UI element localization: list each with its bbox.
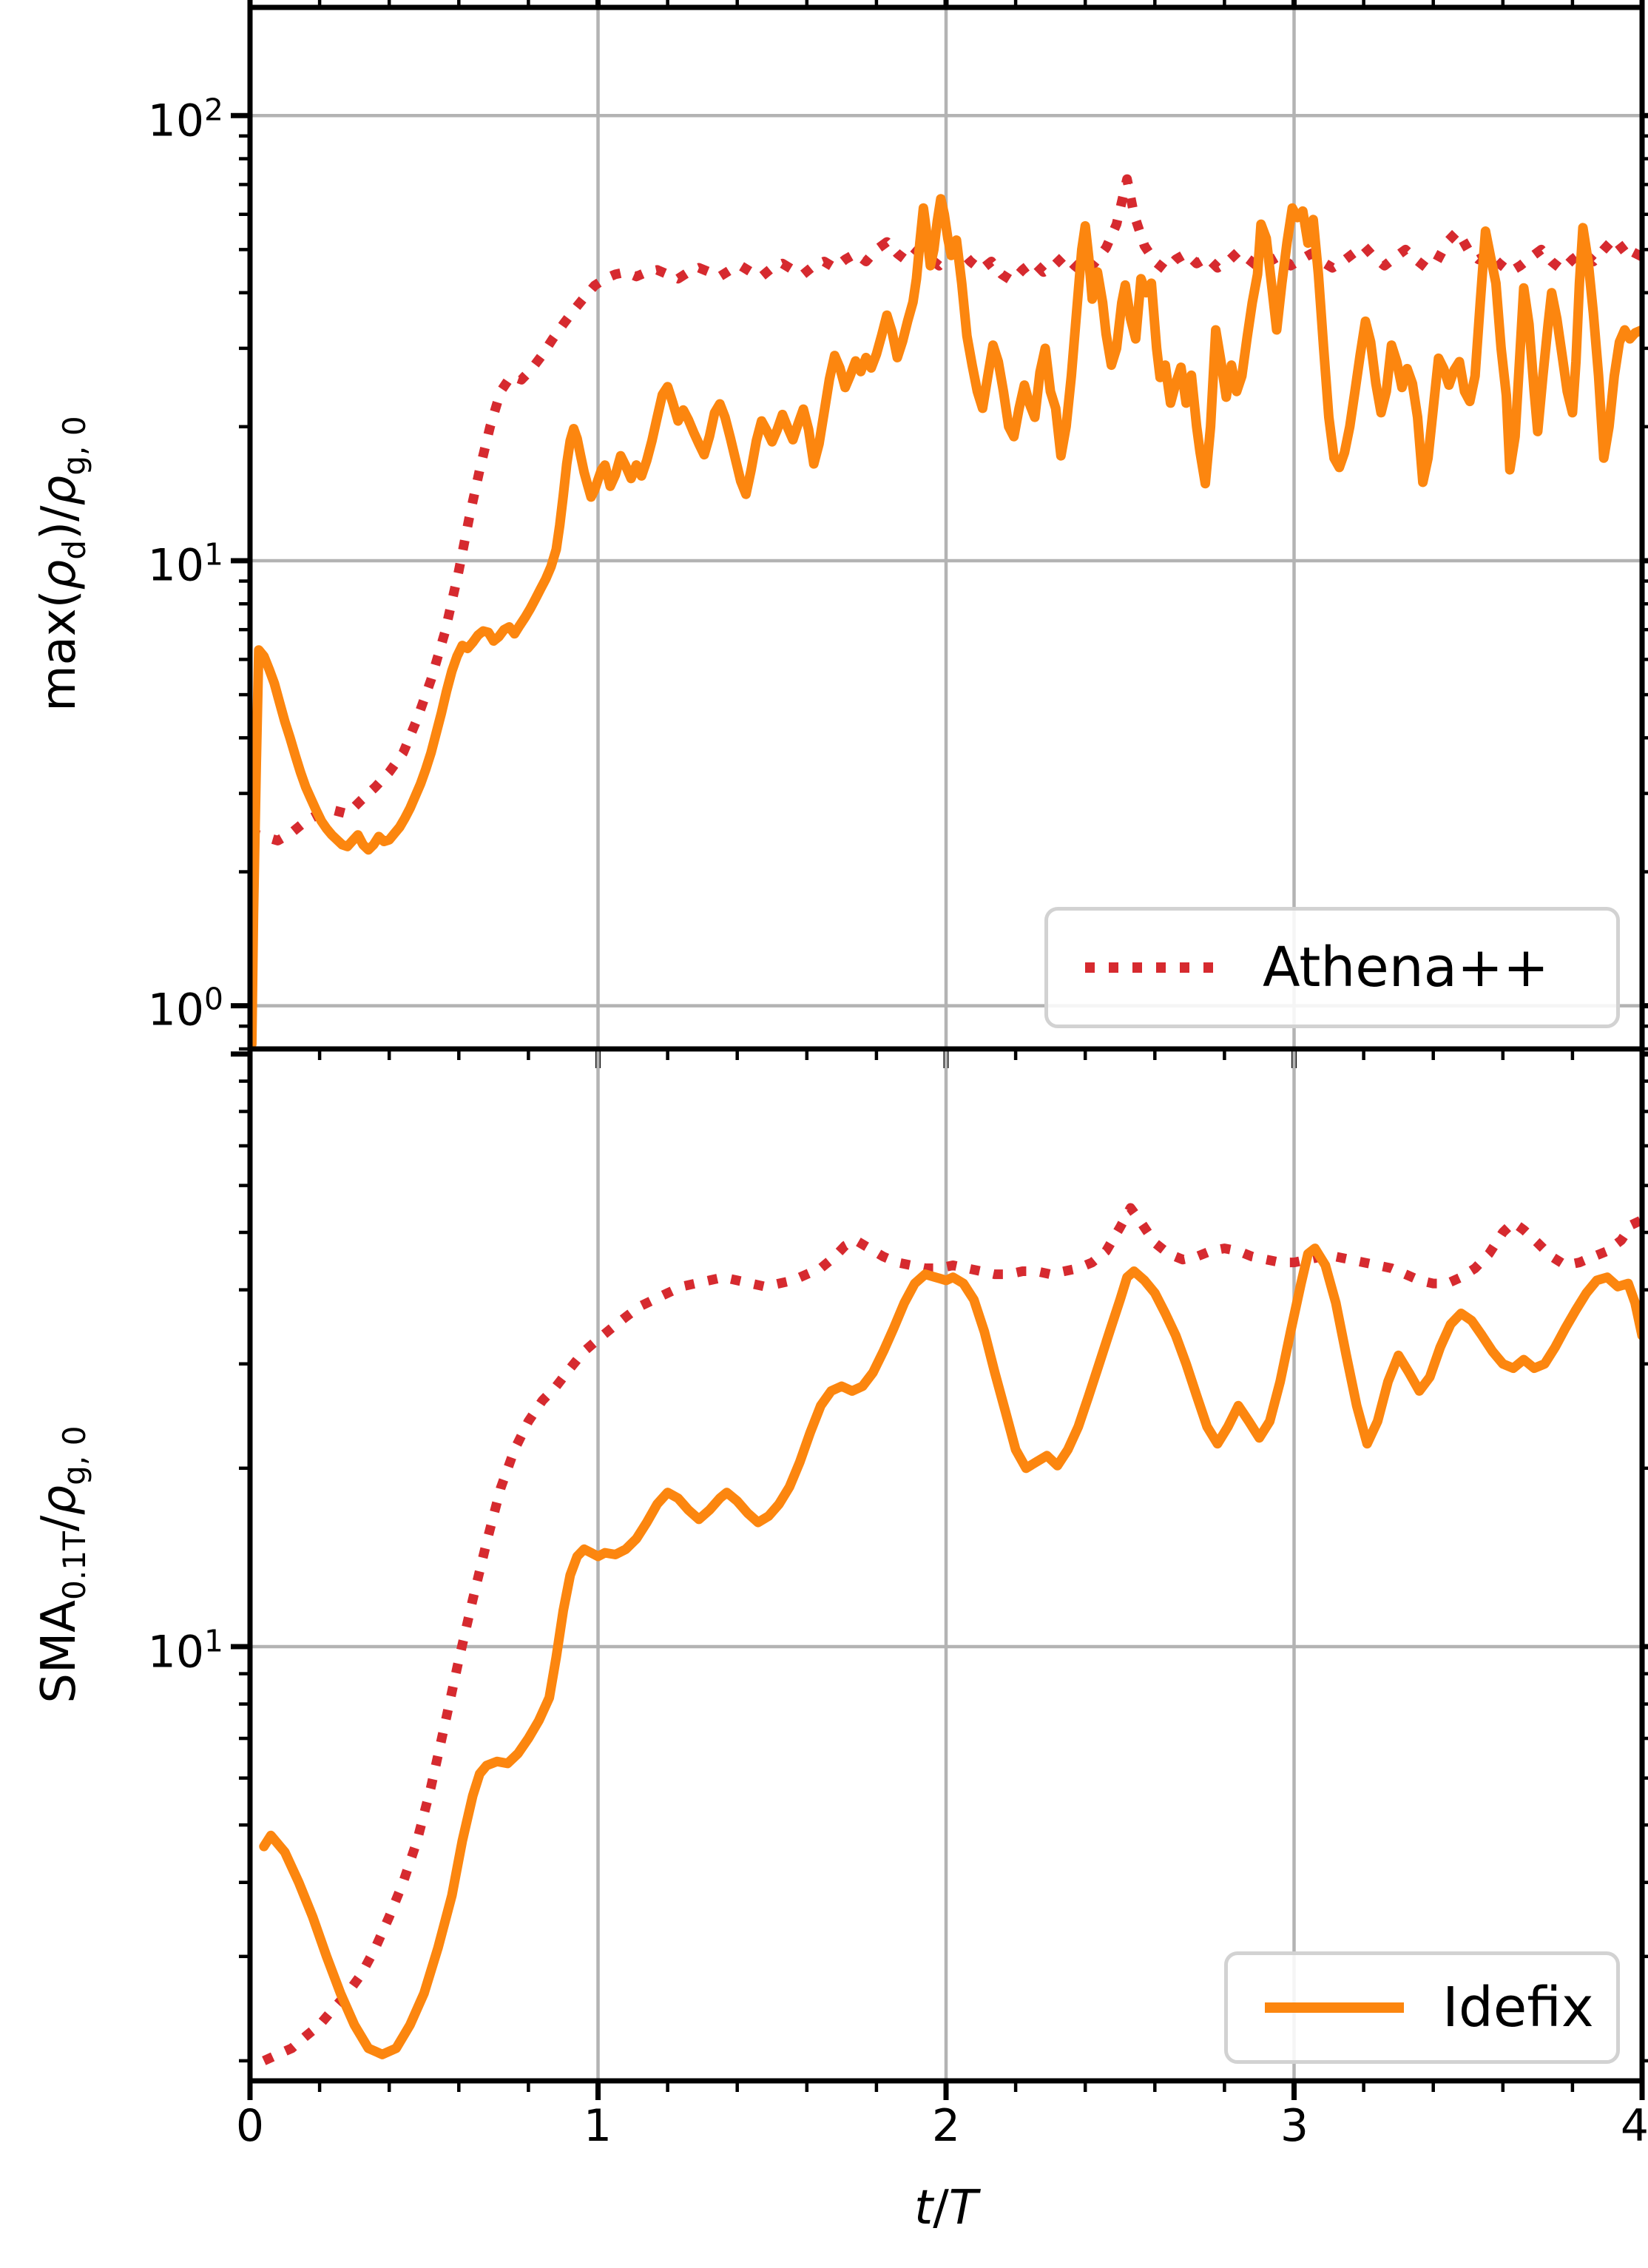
ylabel-top-panel: max(ρd)/ρg, 0 xyxy=(32,416,92,712)
ytick-bottom-10: 101 xyxy=(147,1623,223,1678)
xtick-2: 2 xyxy=(931,2100,961,2152)
xtick-0: 0 xyxy=(235,2100,265,2152)
legend-top-panel: Athena++ xyxy=(1044,907,1620,1028)
idefix-solid-line-sample xyxy=(1265,2002,1404,2013)
legend-label-idefix: Idefix xyxy=(1442,1976,1594,2039)
ylabel-bottom-panel: SMA0.1T/ρg, 0 xyxy=(32,1425,92,1704)
xtick-3: 3 xyxy=(1280,2100,1309,2152)
athena-dotted-line-sample xyxy=(1085,962,1224,973)
legend-bottom-panel: Idefix xyxy=(1224,1951,1620,2064)
xtick-4: 4 xyxy=(1620,2100,1648,2152)
xtick-1: 1 xyxy=(583,2100,612,2152)
ytick-top-10: 101 xyxy=(147,536,223,592)
xlabel: t/T xyxy=(914,2181,978,2235)
legend-label-athena: Athena++ xyxy=(1263,936,1550,999)
ytick-top-100: 102 xyxy=(147,92,223,147)
ytick-top-1: 100 xyxy=(147,981,223,1036)
